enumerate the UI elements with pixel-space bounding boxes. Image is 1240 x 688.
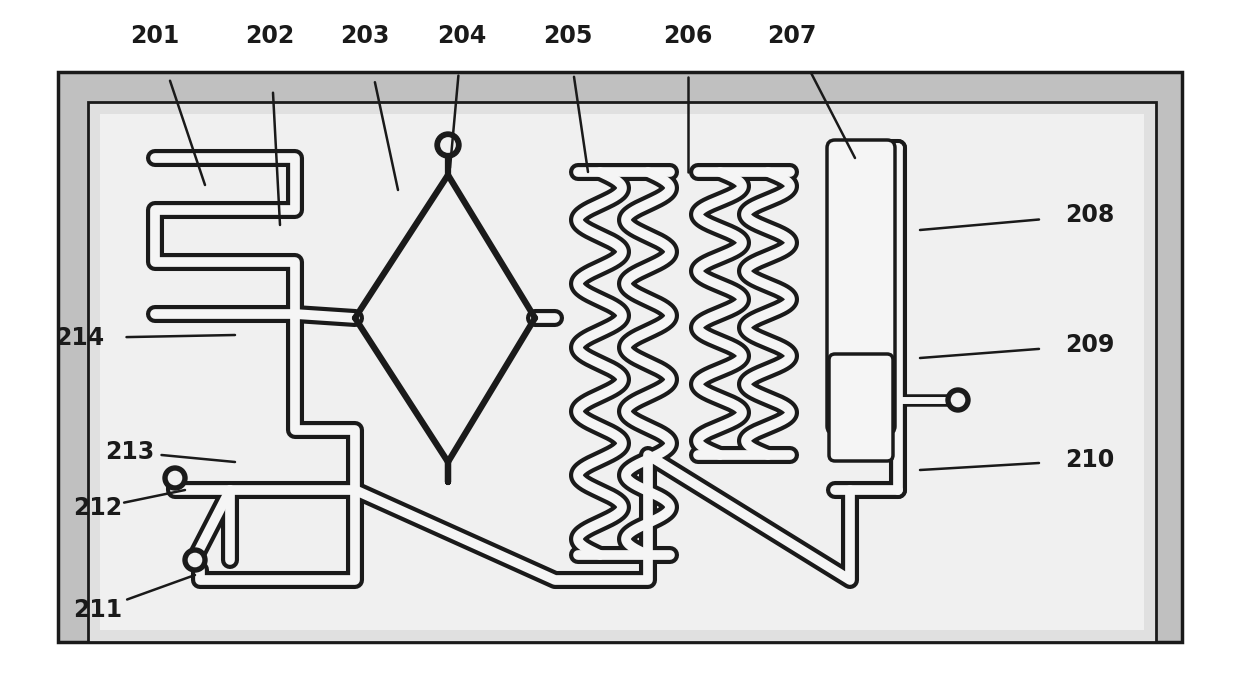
Text: 201: 201: [130, 24, 180, 48]
Text: 209: 209: [1065, 333, 1115, 357]
Text: 204: 204: [438, 24, 486, 48]
Text: 210: 210: [1065, 448, 1115, 472]
Text: 206: 206: [663, 24, 713, 48]
Circle shape: [946, 388, 970, 412]
Circle shape: [435, 132, 461, 158]
Text: 214: 214: [56, 326, 104, 350]
Circle shape: [951, 394, 965, 407]
Text: 202: 202: [246, 24, 295, 48]
Text: 205: 205: [543, 24, 593, 48]
Circle shape: [188, 553, 202, 567]
Bar: [100, 114, 1145, 630]
FancyBboxPatch shape: [830, 354, 893, 461]
Bar: [88, 102, 1156, 642]
FancyBboxPatch shape: [827, 140, 895, 434]
Bar: [58, 72, 1182, 642]
Circle shape: [169, 471, 181, 484]
Text: 208: 208: [1065, 203, 1115, 227]
Circle shape: [441, 138, 455, 152]
Text: 211: 211: [73, 598, 123, 622]
Text: 203: 203: [340, 24, 389, 48]
Text: 213: 213: [105, 440, 155, 464]
Circle shape: [162, 466, 187, 490]
Text: 207: 207: [768, 24, 817, 48]
Circle shape: [184, 548, 207, 572]
Text: 212: 212: [73, 496, 123, 520]
